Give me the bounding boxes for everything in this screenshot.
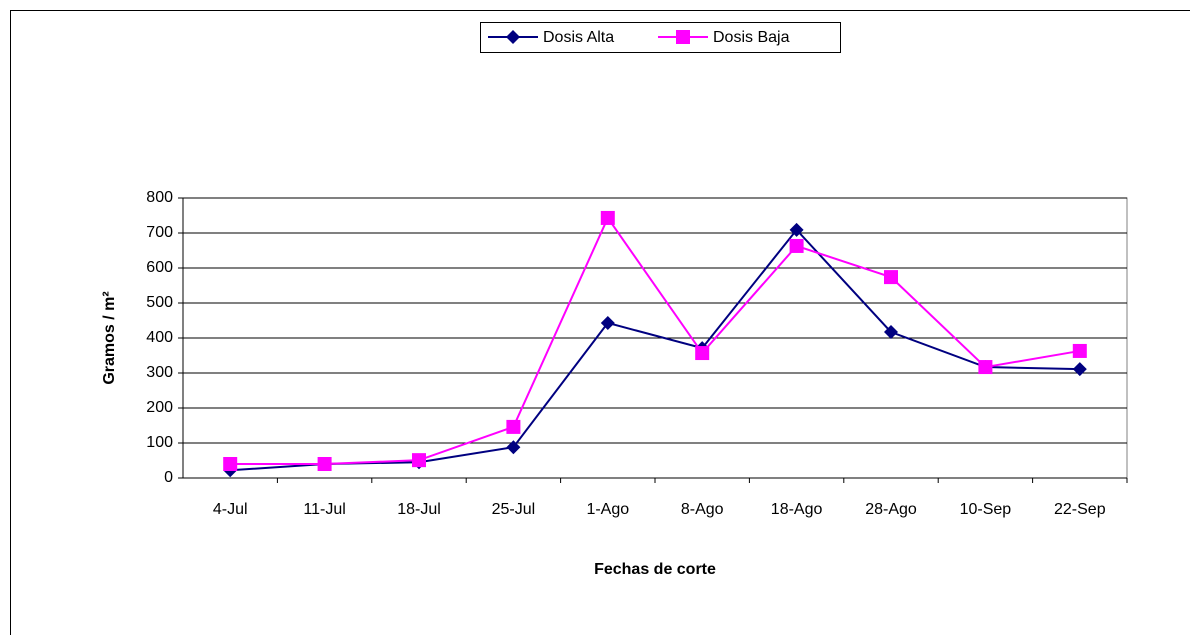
- marker: [789, 238, 804, 253]
- marker: [1072, 362, 1087, 377]
- marker: [506, 419, 521, 434]
- legend-label: Dosis Alta: [543, 29, 614, 46]
- y-axis-title: Gramos / m²: [101, 291, 118, 384]
- chart-frame: [10, 10, 1190, 635]
- x-tick-label: 8-Ago: [681, 501, 724, 518]
- marker: [506, 440, 521, 455]
- x-axis-title: Fechas de corte: [594, 561, 716, 578]
- legend-label: Dosis Baja: [713, 29, 790, 46]
- y-tick-label: 800: [146, 189, 173, 206]
- y-tick-label: 400: [146, 329, 173, 346]
- y-tick-label: 200: [146, 399, 173, 416]
- marker: [978, 360, 993, 375]
- marker: [223, 457, 238, 471]
- y-tick-label: 700: [146, 224, 173, 241]
- legend-marker: [506, 30, 520, 44]
- legend-marker: [676, 30, 690, 44]
- marker: [317, 457, 332, 471]
- marker: [884, 325, 898, 340]
- x-tick-label: 28-Ago: [865, 501, 917, 518]
- marker: [695, 346, 710, 361]
- marker: [600, 210, 615, 225]
- y-tick-label: 500: [146, 294, 173, 311]
- marker: [412, 453, 426, 468]
- series-line: [230, 228, 1080, 472]
- marker: [884, 270, 898, 285]
- x-tick-label: 22-Sep: [1054, 501, 1106, 518]
- x-tick-label: 10-Sep: [960, 501, 1012, 518]
- x-tick-label: 18-Ago: [771, 501, 823, 518]
- marker: [789, 222, 804, 237]
- x-tick-label: 11-Jul: [303, 501, 345, 518]
- x-tick-label: 4-Jul: [213, 501, 248, 518]
- marker: [1072, 343, 1087, 358]
- y-tick-label: 600: [146, 259, 173, 276]
- y-tick-label: 300: [146, 364, 173, 381]
- x-tick-label: 1-Ago: [586, 501, 629, 518]
- series-line: [230, 215, 1080, 465]
- y-tick-label: 0: [164, 469, 173, 486]
- marker: [600, 315, 615, 330]
- x-tick-label: 25-Jul: [492, 501, 536, 518]
- y-tick-label: 100: [146, 434, 173, 451]
- x-tick-label: 18-Jul: [397, 501, 441, 518]
